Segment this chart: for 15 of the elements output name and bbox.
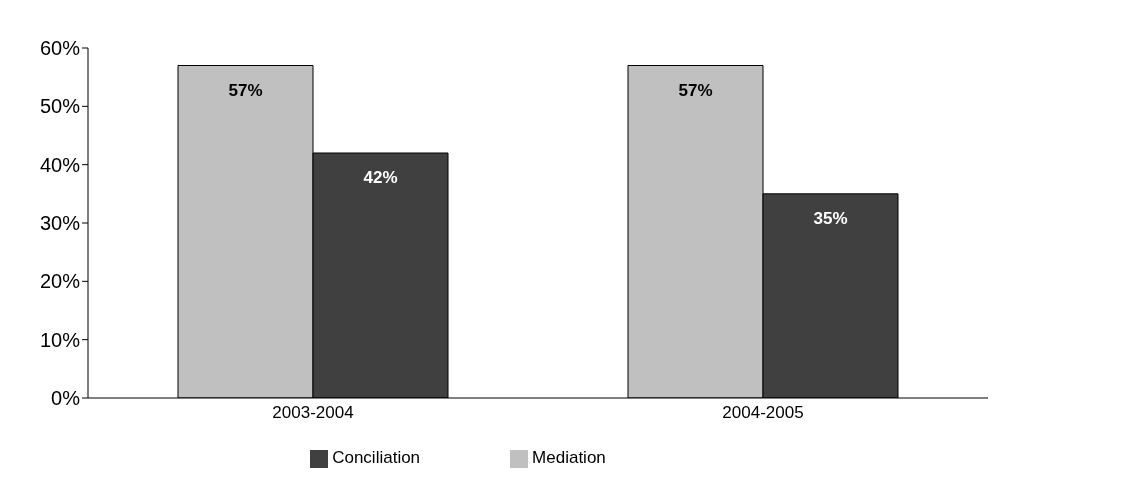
- y-tick-label: 50%: [39, 95, 81, 118]
- legend-label: Mediation: [532, 448, 606, 467]
- y-tick-label: 10%: [39, 328, 81, 351]
- data-label: 35%: [813, 208, 848, 228]
- x-tick-label: 2003-2004: [272, 403, 354, 423]
- y-tick-label: 40%: [39, 153, 81, 176]
- x-tick-label: 2004-2005: [722, 403, 804, 423]
- y-tick-label: 30%: [39, 212, 81, 235]
- legend-label: Conciliation: [332, 448, 421, 467]
- y-tick-label: 0%: [51, 387, 81, 410]
- data-label: 57%: [678, 80, 713, 100]
- data-label: 57%: [228, 80, 263, 100]
- data-label: 42%: [363, 168, 398, 187]
- y-tick-label: 20%: [39, 270, 81, 293]
- y-tick-label: 60%: [39, 37, 81, 60]
